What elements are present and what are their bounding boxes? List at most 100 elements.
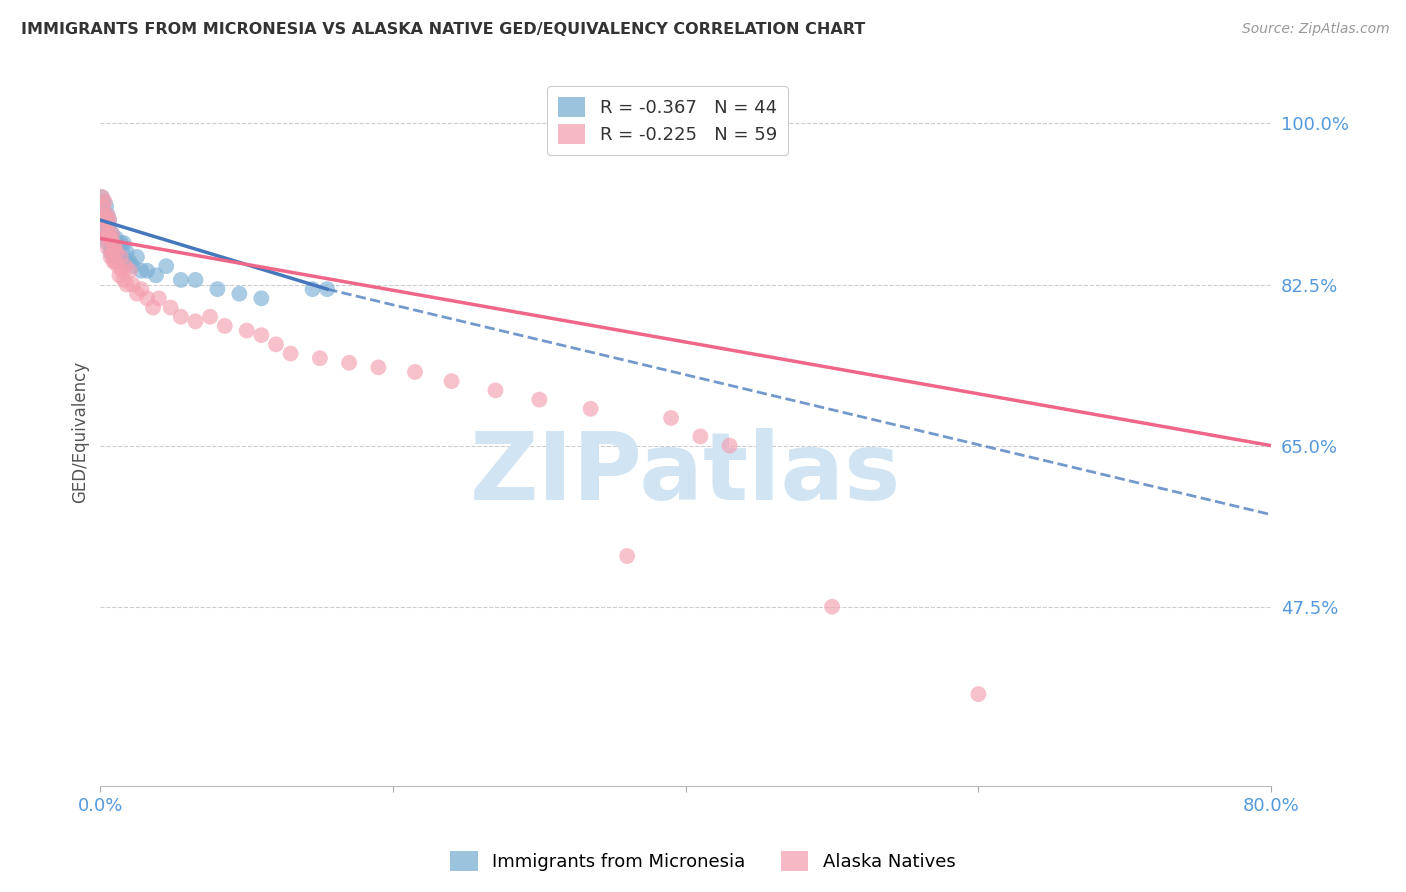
Point [101,245,124,260]
Point [250,328,273,343]
Point [250,291,273,305]
Point [821,599,844,614]
Point [367,360,389,375]
Point [91,203,114,218]
Point [184,273,207,287]
Point [96,199,118,213]
Point [440,374,463,388]
Point [105,245,128,260]
Point [170,310,193,324]
Point [104,245,127,260]
Point [93,194,115,209]
Point [104,236,127,251]
Point [145,268,167,283]
Point [114,259,136,273]
Point [100,231,122,245]
Point [967,687,990,701]
Point [484,384,506,398]
Point [148,291,170,305]
Point [121,277,143,292]
Point [101,227,124,241]
Point [104,241,127,255]
Point [101,241,124,255]
Point [90,190,112,204]
Point [115,277,138,292]
Point [103,250,125,264]
Point [93,209,115,223]
Point [98,227,121,241]
Point [309,351,332,366]
Point [228,286,250,301]
Point [131,282,153,296]
Point [105,231,128,245]
Point [108,250,131,264]
Point [98,213,121,227]
Point [112,236,135,251]
Point [97,236,120,251]
Point [111,264,134,278]
Point [91,194,114,209]
Point [121,259,143,273]
Point [97,227,120,241]
Point [100,250,122,264]
Point [301,282,323,296]
Point [114,254,136,268]
Point [97,222,120,236]
Point [125,250,148,264]
Point [118,254,141,268]
Point [207,282,229,296]
Point [104,254,127,268]
Point [110,236,132,251]
Point [90,190,112,204]
Point [101,227,124,241]
Point [689,429,711,443]
Point [579,401,602,416]
Point [659,411,682,425]
Point [98,222,121,236]
Point [264,337,287,351]
Point [100,245,122,260]
Point [718,439,741,453]
Point [280,346,302,360]
Point [404,365,426,379]
Point [91,213,114,227]
Point [110,250,132,264]
Point [118,264,141,278]
Point [198,310,221,324]
Point [96,231,118,245]
Point [107,241,129,255]
Point [108,268,131,283]
Point [107,259,129,273]
Point [184,314,207,328]
Point [93,222,115,236]
Point [93,209,115,223]
Point [136,291,159,305]
Text: IMMIGRANTS FROM MICRONESIA VS ALASKA NATIVE GED/EQUIVALENCY CORRELATION CHART: IMMIGRANTS FROM MICRONESIA VS ALASKA NAT… [21,22,865,37]
Point [111,245,134,260]
Point [616,549,638,563]
Y-axis label: GED/Equivalency: GED/Equivalency [72,360,89,503]
Point [337,356,360,370]
Point [96,231,118,245]
Point [98,213,121,227]
Text: Source: ZipAtlas.com: Source: ZipAtlas.com [1241,22,1389,37]
Point [142,301,165,315]
Legend: R = -0.367   N = 44, R = -0.225   N = 59: R = -0.367 N = 44, R = -0.225 N = 59 [547,87,787,155]
Point [96,213,118,227]
Point [214,318,236,333]
Text: ZIPatlas: ZIPatlas [470,428,901,520]
Point [235,324,257,338]
Point [97,209,120,223]
Point [96,213,118,227]
Point [115,245,138,260]
Point [529,392,551,407]
Point [136,264,159,278]
Point [103,236,125,251]
Point [170,273,193,287]
Point [125,286,148,301]
Point [103,231,125,245]
Point [131,264,153,278]
Point [97,241,120,255]
Point [97,209,120,223]
Legend: Immigrants from Micronesia, Alaska Natives: Immigrants from Micronesia, Alaska Nativ… [443,844,963,879]
